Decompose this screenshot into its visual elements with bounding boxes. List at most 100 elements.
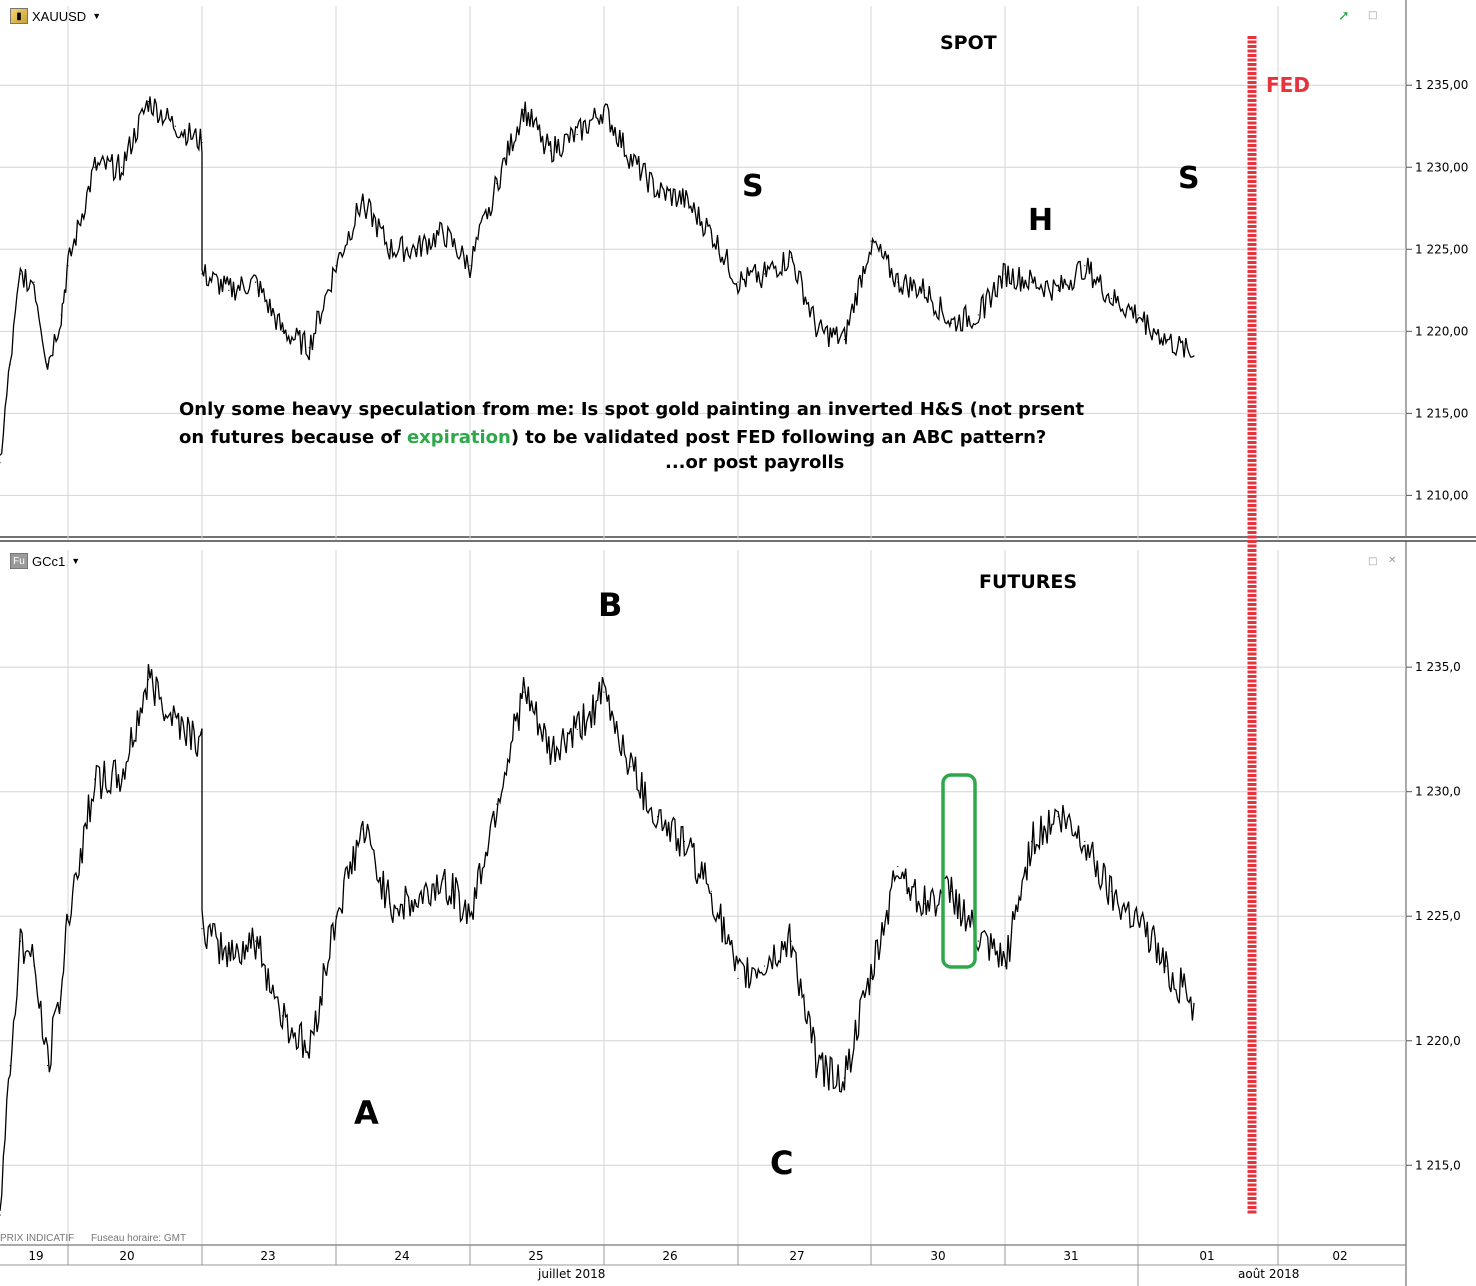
price-point: [1004, 965, 1006, 967]
price-point: [496, 183, 498, 185]
price-point: [60, 314, 62, 316]
price-point: [897, 865, 899, 868]
close-icon[interactable]: ✕: [1388, 555, 1397, 566]
price-point: [362, 199, 364, 201]
day-label: 27: [789, 1249, 804, 1263]
top-symbol-label: XAUUSD: [32, 8, 87, 24]
price-point: [19, 940, 21, 942]
spot-price-series: [0, 96, 1195, 464]
futures-title: FUTURES: [979, 571, 1077, 593]
y-tick-label: 1 225,00: [1415, 242, 1468, 256]
head-label: H: [1028, 203, 1053, 238]
price-point: [924, 903, 926, 905]
price-point: [603, 109, 605, 111]
spot-title: SPOT: [940, 32, 997, 54]
day-label: 25: [528, 1249, 543, 1263]
y-tick-label: 1 220,0: [1415, 1034, 1461, 1048]
day-label: 31: [1063, 1249, 1078, 1263]
price-point: [94, 778, 96, 780]
price-point: [0, 461, 1, 464]
price-point: [1165, 965, 1167, 967]
price-point: [1031, 281, 1033, 283]
day-label: 19: [28, 1249, 43, 1263]
price-point: [790, 256, 792, 259]
price-point: [710, 890, 712, 892]
note-text-part2: ) to be validated post FED following an …: [510, 427, 1047, 448]
price-point: [255, 281, 257, 283]
price-point: [764, 965, 766, 967]
price-point: [737, 977, 739, 980]
trend-up-icon[interactable]: ➚: [1338, 8, 1350, 24]
maximize-icon[interactable]: □: [1368, 10, 1378, 21]
day-label: 20: [119, 1249, 134, 1263]
price-point: [1110, 297, 1112, 300]
price-point: [870, 240, 872, 242]
price-point: [67, 915, 69, 917]
price-point: [389, 248, 391, 250]
timezone-note: Fuseau horaire: GMT: [91, 1233, 187, 1244]
price-point: [201, 273, 203, 275]
gold-bar-icon: ▮: [10, 8, 28, 24]
top-grid: [0, 6, 1412, 540]
price-point: [442, 232, 444, 234]
price-point: [147, 679, 149, 681]
price-point: [442, 878, 444, 880]
price-point: [683, 199, 686, 201]
price-point: [496, 803, 498, 805]
price-point: [415, 248, 417, 250]
y-tick-label: 1 230,0: [1415, 785, 1461, 799]
note-highlight-expiration: expiration: [406, 427, 511, 448]
price-point: [33, 965, 35, 967]
chevron-down-icon[interactable]: ▼: [71, 556, 81, 566]
price-point: [977, 940, 979, 942]
price-point: [657, 816, 659, 818]
note-text-line3: ...or post payrolls: [665, 452, 845, 473]
wave-a-label: A: [354, 1094, 379, 1132]
price-point: [308, 347, 310, 349]
day-label: 26: [662, 1249, 677, 1263]
price-point: [1110, 890, 1112, 892]
y-tick-label: 1 230,00: [1415, 160, 1468, 174]
top-panel-header[interactable]: ▮ XAUUSD ▼: [10, 8, 101, 24]
price-point: [523, 691, 525, 693]
price-point: [389, 903, 391, 905]
month-label-august: août 2018: [1238, 1267, 1299, 1281]
price-point: [60, 990, 62, 992]
price-point: [201, 142, 203, 144]
note-text-part1: Only some heavy speculation from me: Is …: [179, 399, 1085, 448]
time-axis: 19 20 23 24 25 26 27 30 31 01 02 juillet 2018 août…: [0, 1244, 1406, 1286]
price-point: [657, 191, 659, 193]
price-point: [1084, 840, 1086, 843]
price-point: [1004, 273, 1006, 275]
price-point: [201, 741, 203, 743]
day-label: 02: [1332, 1249, 1347, 1263]
price-point: [174, 716, 176, 718]
maximize-icon[interactable]: □: [1368, 556, 1378, 567]
price-point: [1057, 816, 1059, 818]
day-label: 01: [1199, 1249, 1214, 1263]
footer-notes: PRIX INDICATIF Fuseau horaire: GMT: [0, 1233, 200, 1244]
price-point: [201, 928, 203, 930]
price-point: [469, 915, 471, 917]
price-point: [1057, 289, 1059, 291]
price-point: [870, 977, 872, 980]
price-point: [33, 281, 35, 283]
price-point: [897, 281, 899, 283]
bottom-panel-header[interactable]: Fu GCc1 ▼: [10, 553, 80, 569]
price-point: [1137, 314, 1139, 316]
chevron-down-icon[interactable]: ▼: [92, 11, 102, 21]
price-line: [0, 664, 1195, 1211]
price-point: [630, 158, 632, 160]
price-point: [47, 363, 49, 365]
price-point: [630, 766, 632, 768]
price-point: [0, 1214, 1, 1216]
y-tick-label: 1 210,00: [1415, 488, 1468, 502]
price-point: [335, 915, 337, 917]
price-point: [790, 940, 792, 942]
price-point: [549, 753, 552, 755]
price-point: [228, 289, 230, 291]
wave-b-label: B: [598, 586, 622, 624]
y-tick-label: 1 235,00: [1415, 78, 1468, 92]
price-point: [174, 125, 176, 127]
top-y-axis: 1 235,00 1 230,00 1 225,00 1 220,00 1 215,00…: [1415, 78, 1468, 502]
